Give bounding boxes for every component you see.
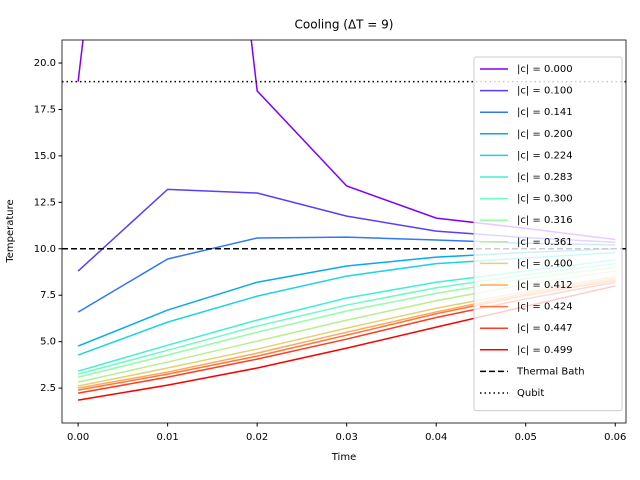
x-tick-label: 0.05	[515, 432, 537, 443]
y-tick-label: 15.0	[34, 151, 56, 162]
legend-label: |c| = 0.316	[517, 215, 573, 226]
legend-label: |c| = 0.300	[517, 194, 573, 205]
legend-label: |c| = 0.424	[517, 302, 573, 313]
legend-label: |c| = 0.283	[517, 172, 573, 183]
legend-label: |c| = 0.200	[517, 129, 573, 140]
legend-label: |c| = 0.100	[517, 86, 573, 97]
x-axis-label: Time	[331, 452, 356, 463]
x-tick-label: 0.03	[336, 432, 358, 443]
y-tick-label: 7.5	[40, 290, 56, 301]
legend-label: |c| = 0.361	[517, 237, 573, 248]
y-tick-label: 5.0	[40, 337, 56, 348]
legend-label: Qubit	[517, 388, 544, 399]
legend-label: |c| = 0.224	[517, 150, 573, 161]
y-tick-label: 10.0	[34, 244, 56, 255]
x-tick-label: 0.02	[246, 432, 268, 443]
y-tick-label: 17.5	[34, 104, 56, 115]
legend-box	[473, 56, 623, 412]
legend-label: |c| = 0.000	[517, 64, 573, 75]
x-tick-label: 0.06	[604, 432, 626, 443]
legend-label: |c| = 0.499	[517, 345, 573, 356]
x-tick-label: 0.04	[425, 432, 447, 443]
y-axis-label: Temperature	[5, 199, 16, 263]
axes-frame	[61, 39, 627, 424]
legend-label: |c| = 0.141	[517, 107, 573, 118]
chart-title: Cooling (ΔT = 9)	[295, 18, 394, 32]
y-tick-label: 2.5	[40, 383, 56, 394]
y-tick-label: 20.0	[34, 58, 56, 69]
legend-label: |c| = 0.412	[517, 280, 573, 291]
legend-label: Thermal Bath	[516, 366, 585, 377]
y-tick-label: 12.5	[34, 197, 56, 208]
legend-label: |c| = 0.400	[517, 258, 573, 269]
x-tick-label: 0.00	[67, 432, 89, 443]
legend-label: |c| = 0.447	[517, 323, 573, 334]
x-tick-label: 0.01	[157, 432, 179, 443]
